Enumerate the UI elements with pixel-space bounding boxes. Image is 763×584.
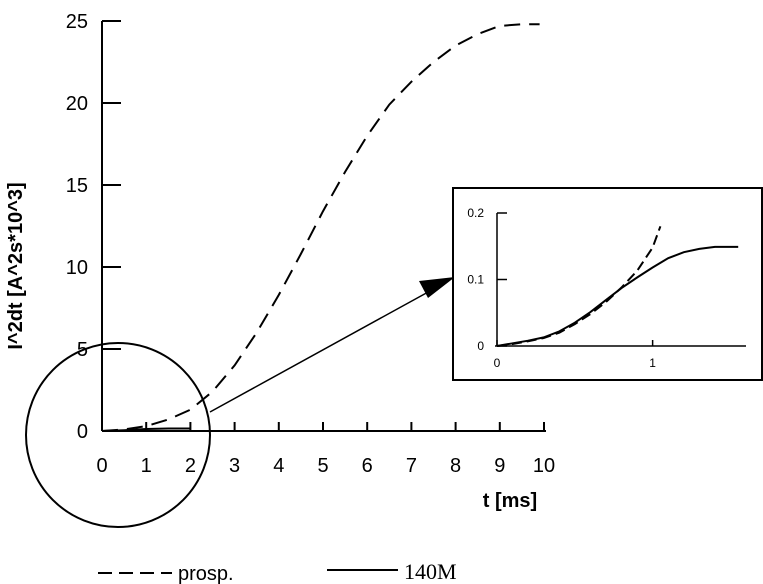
- main-series-group: [101, 23, 540, 432]
- inset-y-tick-label: 0: [477, 339, 484, 353]
- legend-label-prosp: prosp.: [178, 563, 234, 584]
- inset-axes: 0 1 0 0.1 0.2: [467, 206, 746, 370]
- y-tick-label: 25: [66, 11, 88, 33]
- x-tick-label: 2: [185, 455, 196, 477]
- main-series-line-prosp: [101, 23, 540, 432]
- inset-frame: [452, 187, 763, 381]
- y-tick-label: 0: [77, 421, 88, 443]
- x-tick-label: 9: [494, 455, 505, 477]
- y-tick-label: 10: [66, 257, 88, 279]
- callout-arrowhead: [419, 277, 455, 298]
- zoom-circle: [25, 342, 211, 528]
- y-tick-label: 20: [66, 93, 88, 115]
- x-tick-label: 10: [533, 455, 555, 477]
- x-axis-title: t [ms]: [483, 490, 537, 512]
- y-tick-label: 15: [66, 175, 88, 197]
- inset-y-tick-label: 0.1: [467, 273, 484, 287]
- inset-x-tick-label: 0: [494, 356, 501, 370]
- x-tick-label: 6: [362, 455, 373, 477]
- x-tick-label: 1: [141, 455, 152, 477]
- legend: prosp. 140M: [98, 559, 457, 584]
- x-tick-label: 4: [273, 455, 284, 477]
- main-series-line-140m: [101, 427, 191, 432]
- inset-y-tick-label: 0.2: [467, 206, 484, 220]
- y-axis-title: I^2dt [A^2s*10^3]: [5, 182, 27, 349]
- inset-x-tick-label: 1: [649, 356, 656, 370]
- x-tick-label: 0: [96, 455, 107, 477]
- inset-series-group: [496, 225, 739, 347]
- legend-label-140m: 140M: [404, 559, 457, 584]
- inset-series-line-140m: [496, 245, 739, 347]
- callout-arrow-line: [209, 290, 431, 413]
- x-tick-label: 3: [229, 455, 240, 477]
- inset-series-line-prosp: [496, 225, 662, 347]
- x-tick-label: 8: [450, 455, 461, 477]
- x-tick-label: 5: [317, 455, 328, 477]
- x-tick-label: 7: [406, 455, 417, 477]
